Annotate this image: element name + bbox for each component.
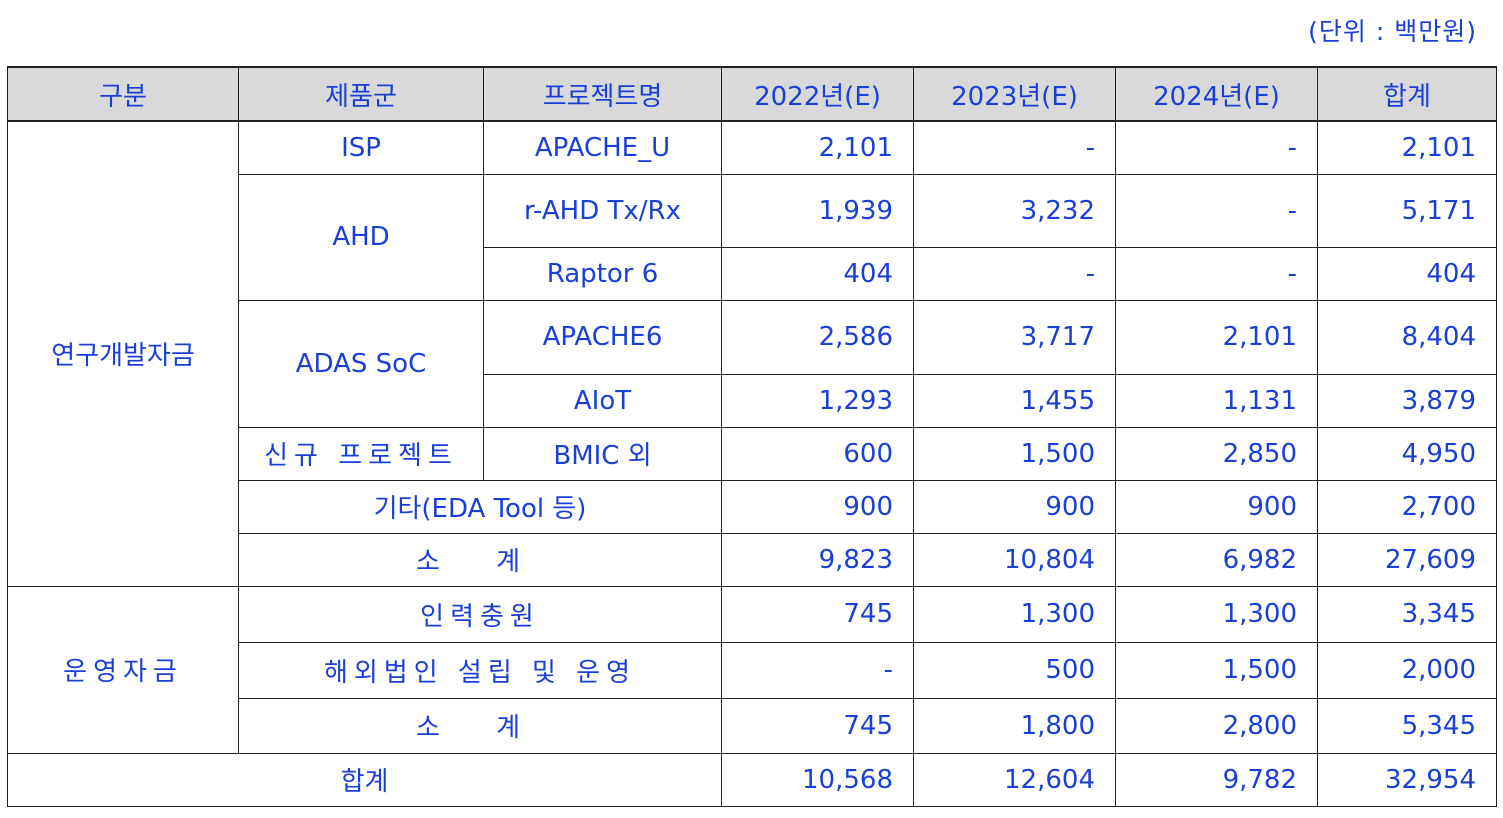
grand-total-row: 합계 10,568 12,604 9,782 32,954 [7,752,1497,807]
value-2023: 1,300 [913,585,1116,643]
project-name: BMIC 외 [483,426,722,481]
value-2022: 2,586 [721,299,914,375]
value-2024: 6,982 [1115,532,1318,587]
value-2022: 1,939 [721,173,914,248]
value-total: 5,345 [1317,697,1497,754]
value-2023: 500 [913,641,1116,699]
value-2022: 9,823 [721,532,914,587]
value-2024: 1,131 [1115,373,1318,428]
value-2024: 2,800 [1115,697,1318,754]
unit-label: (단위 : 백만원) [1308,17,1477,46]
value-2022: 10,568 [721,752,914,807]
table-row: 기타(EDA Tool 등) 900 900 900 2,700 [8,479,1497,534]
value-2024: 2,850 [1115,426,1318,481]
value-2024: 900 [1115,479,1318,534]
value-2024: 9,782 [1115,752,1318,807]
group-ahd: AHD [238,173,484,301]
value-2023: 900 [913,479,1116,534]
value-2024: 1,500 [1115,641,1318,699]
subtotal-label: 소 계 [238,697,722,754]
value-2023: 1,455 [913,373,1116,428]
fund-usage-table: 구분 제품군 프로젝트명 2022년(E) 2023년(E) 2024년(E) … [7,66,1497,807]
value-2024: - [1115,173,1318,248]
value-2023: 1,500 [913,426,1116,481]
header-2022: 2022년(E) [721,66,914,122]
value-2023: - [913,246,1116,301]
table-row: ADAS SoC APACHE6 2,586 3,717 2,101 8,404 [8,299,1497,428]
header-2023: 2023년(E) [913,66,1116,122]
value-2023: 3,717 [913,299,1116,375]
op-item-label: 인력충원 [238,585,722,643]
value-total: 404 [1317,246,1497,301]
value-total: 4,950 [1317,426,1497,481]
value-2022: 600 [721,426,914,481]
value-total: 2,101 [1317,120,1497,175]
value-2023: 12,604 [913,752,1116,807]
table-row: 연구개발자금 ISP APACHE_U 2,101 - - 2,101 [7,120,1497,587]
value-2024: - [1115,120,1318,175]
value-2024: 2,101 [1115,299,1318,375]
subtotal-label: 소 계 [238,532,722,587]
value-2022: 404 [721,246,914,301]
value-2022: 2,101 [721,120,914,175]
value-total: 2,000 [1317,641,1497,699]
grand-total-label: 합계 [7,752,722,807]
value-2022: 745 [721,697,914,754]
value-total: 5,171 [1317,173,1497,248]
etc-label: 기타(EDA Tool 등) [238,479,722,534]
value-total: 32,954 [1317,752,1497,807]
table-row: AIoT 1,293 1,455 1,131 3,879 [8,373,1497,428]
project-name: AIoT [483,373,722,428]
value-2023: 1,800 [913,697,1116,754]
category-operating: 운영자금 [7,585,239,754]
header-2024: 2024년(E) [1115,66,1318,122]
value-2023: 10,804 [913,532,1116,587]
value-total: 3,879 [1317,373,1497,428]
project-name: r-AHD Tx/Rx [483,173,722,248]
subtotal-row-operating: 소 계 745 1,800 2,800 5,345 [8,697,1497,754]
header-product-group: 제품군 [238,66,484,122]
header-row: 구분 제품군 프로젝트명 2022년(E) 2023년(E) 2024년(E) … [7,66,1497,122]
value-2023: 3,232 [913,173,1116,248]
header-total: 합계 [1317,66,1497,122]
value-total: 27,609 [1317,532,1497,587]
value-2024: 1,300 [1115,585,1318,643]
table-row: Raptor 6 404 - - 404 [8,246,1497,301]
value-2022: - [721,641,914,699]
value-total: 2,700 [1317,479,1497,534]
category-rd: 연구개발자금 [7,120,239,587]
header-project-name: 프로젝트명 [483,66,722,122]
project-name: APACHE_U [483,120,722,175]
table-row: 운영자금 인력충원 745 1,300 1,300 3,345 [7,585,1497,754]
project-name: Raptor 6 [483,246,722,301]
op-item-label: 해외법인 설립 및 운영 [238,641,722,699]
project-name: APACHE6 [483,299,722,375]
value-2022: 900 [721,479,914,534]
value-2022: 1,293 [721,373,914,428]
header-category: 구분 [7,66,239,122]
value-total: 3,345 [1317,585,1497,643]
subtotal-row-rd: 소 계 9,823 10,804 6,982 27,609 [8,532,1497,587]
group-new-project: 신규 프로젝트 [238,426,484,481]
value-total: 8,404 [1317,299,1497,375]
value-2024: - [1115,246,1318,301]
value-2022: 745 [721,585,914,643]
value-2023: - [913,120,1116,175]
group-isp: ISP [238,120,484,175]
table-row: 해외법인 설립 및 운영 - 500 1,500 2,000 [8,641,1497,699]
group-adas-soc: ADAS SoC [238,299,484,428]
